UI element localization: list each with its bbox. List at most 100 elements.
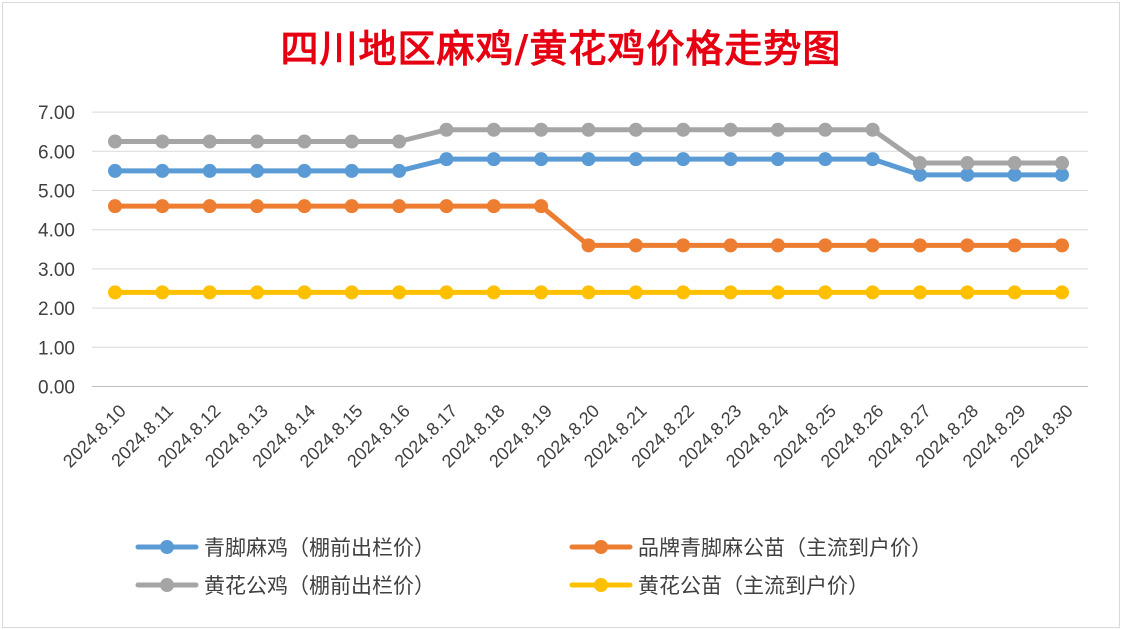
data-point <box>1055 285 1069 300</box>
data-point <box>344 134 359 149</box>
legend-label: 青脚麻鸡（棚前出栏价） <box>204 536 435 560</box>
data-point <box>250 134 265 149</box>
plot-area <box>108 122 1069 300</box>
data-point <box>676 238 691 253</box>
data-point <box>818 152 833 167</box>
data-point <box>439 122 454 137</box>
data-point <box>392 163 407 178</box>
data-point <box>534 152 549 167</box>
y-tick-label: 7.00 <box>38 103 75 124</box>
data-point <box>1007 238 1022 253</box>
data-point <box>960 238 975 253</box>
data-point <box>770 285 785 300</box>
data-point <box>1055 167 1069 182</box>
data-point <box>723 285 738 300</box>
y-tick-label: 0.00 <box>38 378 75 399</box>
data-point <box>250 285 265 300</box>
y-tick-label: 2.00 <box>38 299 75 320</box>
data-point <box>108 134 122 149</box>
y-tick-label: 6.00 <box>38 142 75 163</box>
data-point <box>202 285 217 300</box>
data-point <box>723 122 738 137</box>
data-point <box>534 285 549 300</box>
data-point <box>108 199 122 214</box>
data-point <box>723 238 738 253</box>
data-point <box>1007 156 1022 171</box>
data-point <box>202 199 217 214</box>
data-point <box>344 199 359 214</box>
legend-swatch-marker <box>594 540 608 554</box>
data-point <box>1007 167 1022 182</box>
series-1 <box>108 199 1069 253</box>
data-point <box>392 134 407 149</box>
data-point <box>155 285 170 300</box>
data-point <box>297 285 312 300</box>
data-point <box>628 122 643 137</box>
y-tick-label: 4.00 <box>38 221 75 242</box>
legend-swatch-marker <box>160 578 174 592</box>
data-point <box>534 122 549 137</box>
data-point <box>676 285 691 300</box>
data-point <box>818 285 833 300</box>
data-point <box>628 238 643 253</box>
data-point <box>865 122 880 137</box>
legend-label: 品牌青脚麻公苗（主流到户价） <box>638 536 932 560</box>
legend-label: 黄花公苗（主流到户价） <box>638 574 869 598</box>
data-point <box>439 285 454 300</box>
data-point <box>1007 285 1022 300</box>
series-2 <box>108 122 1069 171</box>
data-point <box>581 122 596 137</box>
data-point <box>723 152 738 167</box>
series-0 <box>108 152 1069 182</box>
data-point <box>770 152 785 167</box>
data-point <box>960 156 975 171</box>
data-point <box>676 152 691 167</box>
data-point <box>486 199 501 214</box>
data-point <box>960 285 975 300</box>
data-point <box>250 163 265 178</box>
data-point <box>581 238 596 253</box>
data-point <box>818 238 833 253</box>
data-point <box>108 285 122 300</box>
legend-item: 黄花公鸡（棚前出栏价） <box>135 574 435 598</box>
data-point <box>439 199 454 214</box>
y-tick-label: 5.00 <box>38 182 75 203</box>
data-point <box>865 285 880 300</box>
series-3 <box>108 285 1069 300</box>
data-point <box>250 199 265 214</box>
y-axis-ticks: 0.00 1.00 2.00 3.00 4.00 5.00 6.00 7.00 <box>38 103 75 398</box>
data-point <box>865 152 880 167</box>
data-point <box>392 285 407 300</box>
data-point <box>818 122 833 137</box>
data-point <box>581 152 596 167</box>
data-point <box>155 163 170 178</box>
data-point <box>1055 156 1069 171</box>
legend-label: 黄花公鸡（棚前出栏价） <box>204 574 435 598</box>
data-point <box>912 167 927 182</box>
data-point <box>581 285 596 300</box>
x-axis-ticks: 2024.8.102024.8.112024.8.122024.8.132024… <box>59 401 1077 472</box>
data-point <box>392 199 407 214</box>
legend-swatch-marker <box>594 578 608 592</box>
data-point <box>628 285 643 300</box>
data-point <box>155 134 170 149</box>
legend-item: 品牌青脚麻公苗（主流到户价） <box>569 536 932 560</box>
data-point <box>297 134 312 149</box>
data-point <box>486 152 501 167</box>
data-point <box>202 134 217 149</box>
data-point <box>676 122 691 137</box>
data-point <box>960 167 975 182</box>
data-point <box>865 238 880 253</box>
chart-title: 四川地区麻鸡/黄花鸡价格走势图 <box>280 26 842 71</box>
y-tick-label: 1.00 <box>38 338 75 359</box>
legend: 青脚麻鸡（棚前出栏价） 品牌青脚麻公苗（主流到户价） 黄花公鸡（棚前出栏价） 黄花公苗… <box>135 536 932 598</box>
data-point <box>297 163 312 178</box>
data-point <box>108 163 122 178</box>
data-point <box>770 122 785 137</box>
y-tick-label: 3.00 <box>38 260 75 281</box>
data-point <box>1055 238 1069 253</box>
data-point <box>628 152 643 167</box>
data-point <box>344 285 359 300</box>
data-point <box>770 238 785 253</box>
